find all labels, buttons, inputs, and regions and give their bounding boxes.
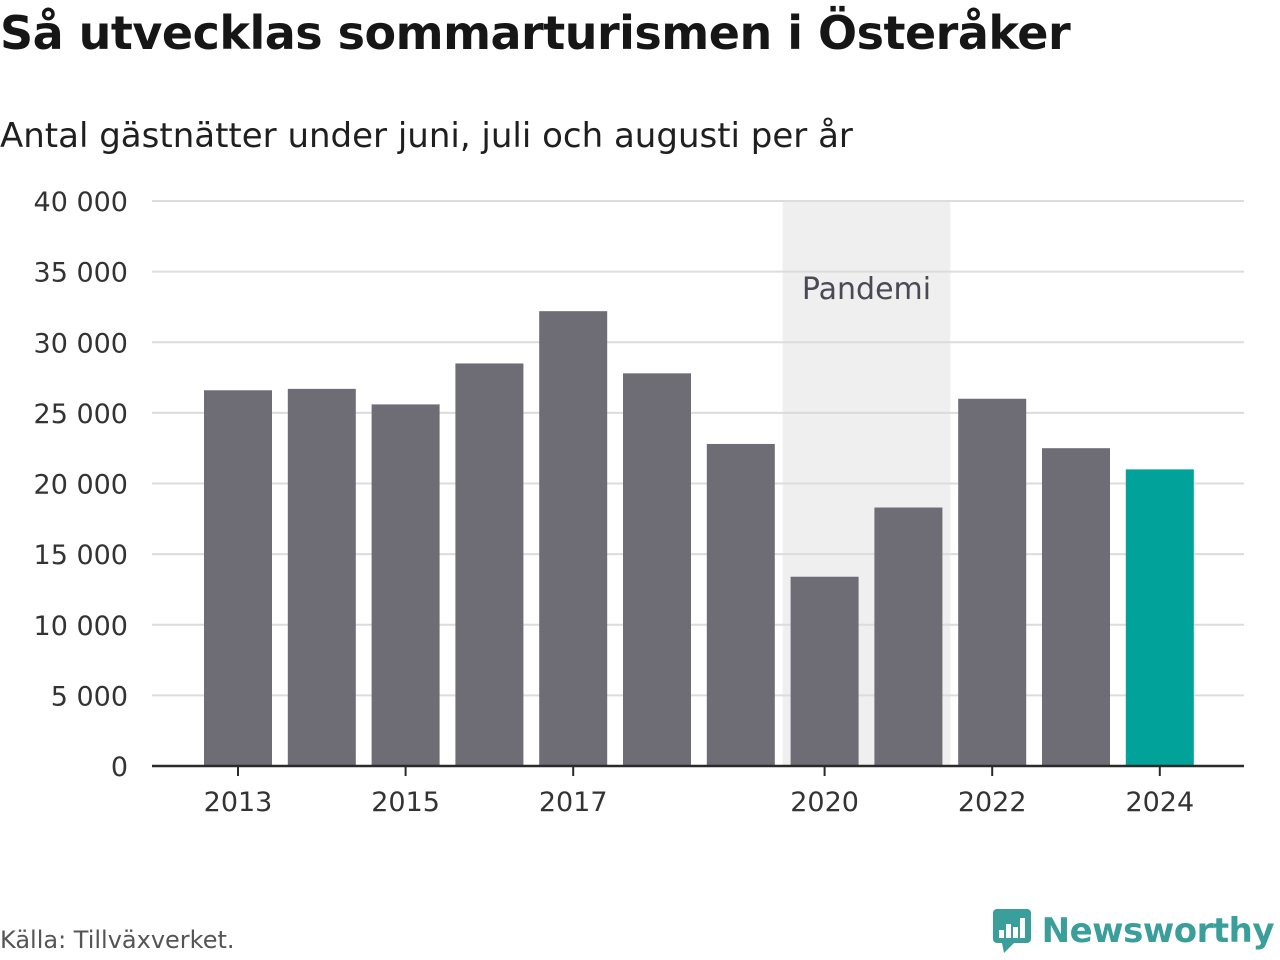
pandemic-label: Pandemi (802, 272, 931, 307)
x-tick-label: 2017 (539, 787, 608, 818)
bar-2021 (874, 507, 943, 766)
y-tick-label: 30 000 (34, 328, 128, 359)
x-tick-label: 2020 (790, 787, 859, 818)
x-tick-label: 2022 (958, 787, 1027, 818)
source-note: Källa: Tillväxverket. (0, 926, 235, 954)
y-tick-label: 35 000 (34, 258, 128, 289)
y-tick-label: 20 000 (34, 470, 128, 501)
bar-2017 (539, 311, 608, 766)
y-tick-label: 15 000 (34, 540, 128, 571)
x-tick-label: 2015 (371, 787, 440, 818)
y-tick-label: 5 000 (51, 681, 128, 712)
bar-2016 (455, 363, 524, 766)
y-tick-label: 0 (111, 752, 128, 783)
bar-chart: Pandemi 0 5 000 10 000 15 000 20 000 25 000 30 … (34, 187, 1244, 818)
y-tick-label: 40 000 (34, 187, 128, 218)
bar-2018 (623, 373, 691, 766)
x-tick-label: 2013 (204, 787, 273, 818)
y-tick-label: 25 000 (34, 399, 128, 430)
chart-title: Så utvecklas sommarturismen i Österåker (0, 6, 1071, 60)
bar-2015 (371, 404, 440, 766)
bar-2024 (1125, 469, 1194, 766)
bar-2014 (287, 388, 356, 766)
newsworthy-logo-text: Newsworthy (1041, 911, 1275, 951)
bar-2019 (706, 443, 775, 766)
bar-2013 (204, 390, 272, 766)
bar-2022 (958, 398, 1027, 766)
newsworthy-logo-icon (992, 909, 1031, 953)
newsworthy-logo: Newsworthy (992, 908, 1275, 954)
x-tick-label: 2024 (1125, 787, 1194, 818)
bar-2023 (1042, 448, 1110, 766)
y-tick-label: 10 000 (34, 611, 128, 642)
bar-2020 (790, 576, 859, 766)
chart-subtitle: Antal gästnätter under juni, juli och au… (0, 116, 853, 156)
